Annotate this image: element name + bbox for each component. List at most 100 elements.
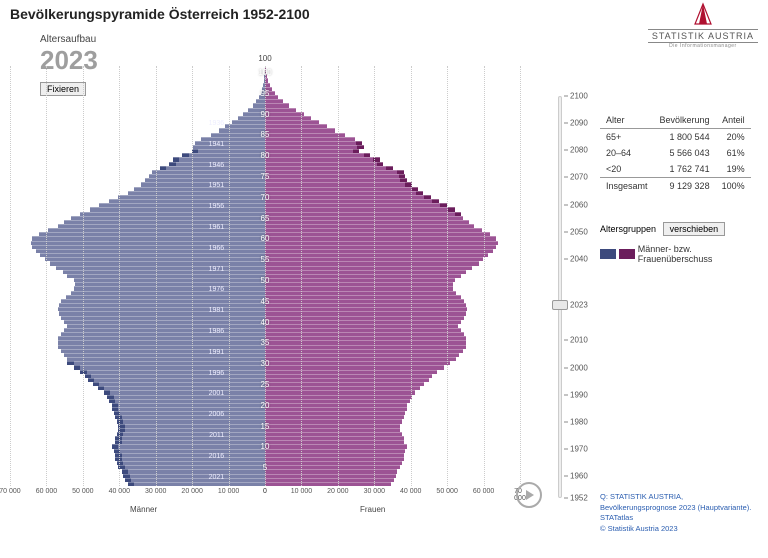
shift-label: Altersgruppen [600, 224, 656, 234]
bar-row [10, 378, 520, 382]
bar-row [10, 99, 520, 103]
bar-row [10, 141, 520, 145]
slider-tick: 2080 [570, 146, 588, 155]
bar-row [10, 370, 520, 374]
bar-row [10, 295, 520, 299]
bar-row [10, 365, 520, 369]
summary-table: Alter Bevölkerung Anteil 65+1 800 54420%… [600, 112, 751, 194]
slider-tick: 1990 [570, 390, 588, 399]
bar-row [10, 457, 520, 461]
bar-row [10, 108, 520, 112]
bar-row [10, 399, 520, 403]
bar-row [10, 145, 520, 149]
bar-row [10, 382, 520, 386]
table-total-row: Insgesamt9 129 328100% [600, 178, 751, 195]
bar-row [10, 424, 520, 428]
year-label: Altersaufbau [40, 34, 98, 45]
bar-row [10, 70, 520, 74]
x-tick: 50 000 [436, 488, 457, 495]
bar-row [10, 241, 520, 245]
source-text: Q: STATISTIK AUSTRIA, Bevölkerungsprogno… [600, 492, 751, 534]
bar-row [10, 66, 520, 70]
source-l2: Bevölkerungsprognose 2023 (Hauptvariante… [600, 503, 751, 514]
bar-row [10, 212, 520, 216]
bar-row [10, 411, 520, 415]
bar-row [10, 74, 520, 78]
bar-row [10, 133, 520, 137]
bar-row [10, 428, 520, 432]
bar-row [10, 474, 520, 478]
slider-tick: 2023 [570, 301, 588, 310]
bar-row [10, 395, 520, 399]
page-title: Bevölkerungspyramide Österreich 1952-210… [10, 6, 310, 22]
legend: Männer- bzw. Frauenüberschuss [600, 244, 768, 264]
slider-tick: 1952 [570, 494, 588, 503]
legend-swatch-female [619, 249, 635, 259]
x-tick: 30 000 [364, 488, 385, 495]
year-slider[interactable]: 2100209020802070206020502040202320102000… [548, 92, 584, 502]
bar-row [10, 78, 520, 82]
slider-thumb[interactable] [552, 300, 568, 310]
bar-row [10, 291, 520, 295]
play-icon [524, 489, 536, 501]
bar-row [10, 162, 520, 166]
slider-tick: 2010 [570, 336, 588, 345]
bar-row [10, 274, 520, 278]
bar-row [10, 303, 520, 307]
bar-row [10, 386, 520, 390]
bar-row [10, 440, 520, 444]
pyramid-chart: 100 510152025303540455055606570758085909… [0, 54, 530, 514]
table-row: 65+1 800 54420% [600, 129, 751, 146]
bar-row [10, 353, 520, 357]
bar-row [10, 166, 520, 170]
bar-row [10, 128, 520, 132]
bar-row [10, 316, 520, 320]
bar-row [10, 357, 520, 361]
bar-row [10, 91, 520, 95]
x-tick: 30 000 [145, 488, 166, 495]
bar-row [10, 266, 520, 270]
table-row: 20–645 566 04361% [600, 145, 751, 161]
y-top-label: 100 [258, 54, 271, 63]
x-tick: 70 000 [0, 488, 21, 495]
bar-row [10, 465, 520, 469]
legend-swatch-male [600, 249, 616, 259]
x-label-female: Frauen [360, 505, 385, 514]
play-button[interactable] [516, 482, 542, 508]
bar-row [10, 469, 520, 473]
bar-row [10, 261, 520, 265]
bar-row [10, 278, 520, 282]
x-tick: 60 000 [473, 488, 494, 495]
bar-row [10, 336, 520, 340]
logo-icon [685, 2, 721, 26]
slider-track [558, 96, 562, 498]
bar-row [10, 390, 520, 394]
slider-tick: 1970 [570, 445, 588, 454]
shift-button[interactable]: verschieben [663, 222, 726, 236]
bar-row [10, 324, 520, 328]
slider-tick: 2070 [570, 173, 588, 182]
bar-row [10, 203, 520, 207]
th-age: Alter [600, 112, 654, 129]
bar-row [10, 374, 520, 378]
bar-row [10, 415, 520, 419]
bar-row [10, 403, 520, 407]
slider-tick: 2060 [570, 200, 588, 209]
x-tick: 20 000 [181, 488, 202, 495]
bar-row [10, 216, 520, 220]
bar-row [10, 257, 520, 261]
bar-row [10, 444, 520, 448]
bar-row [10, 407, 520, 411]
bar-row [10, 307, 520, 311]
bar-row [10, 282, 520, 286]
slider-tick: 2040 [570, 254, 588, 263]
slider-tick: 1960 [570, 472, 588, 481]
bar-row [10, 191, 520, 195]
bar-row [10, 137, 520, 141]
bar-row [10, 174, 520, 178]
slider-tick: 2050 [570, 227, 588, 236]
bar-row [10, 419, 520, 423]
bar-row [10, 436, 520, 440]
bar-row [10, 345, 520, 349]
bar-row [10, 432, 520, 436]
